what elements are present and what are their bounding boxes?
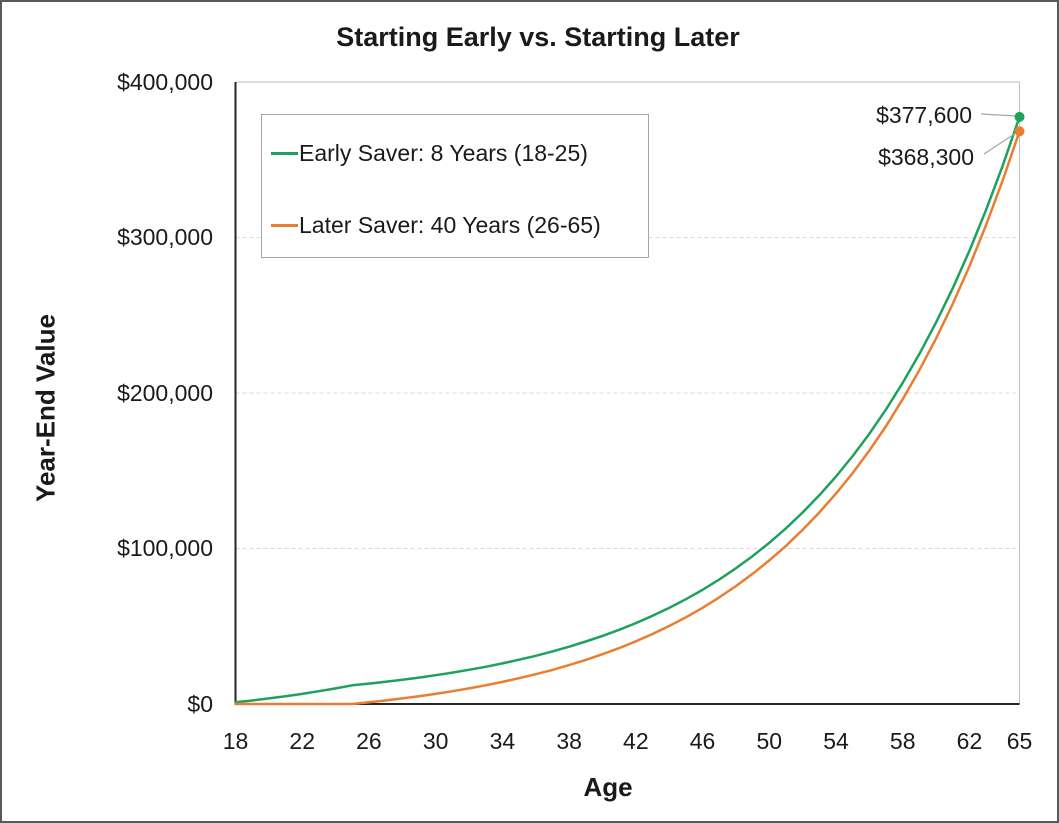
y-tick-label: $200,000 (117, 379, 213, 406)
series-line-1 (234, 130, 1021, 706)
x-tick-label: 50 (756, 728, 783, 754)
chart-title: Starting Early vs. Starting Later (336, 22, 740, 52)
leader-line-early-saver (980, 113, 1015, 117)
legend-label-later-saver: Later Saver: 40 Years (26-65) (299, 212, 601, 238)
y-tick-label: $0 (187, 690, 213, 717)
series-end-marker-0 (1014, 111, 1025, 122)
series-end-marker-1 (1014, 126, 1025, 137)
x-tick-label: 54 (823, 728, 849, 754)
legend-label-early-saver: Early Saver: 8 Years (18-25) (299, 140, 588, 166)
x-tick-label: 65 (1006, 728, 1033, 754)
x-tick-label: 38 (556, 728, 582, 754)
leader-line-later-saver (983, 132, 1016, 155)
legend: Early Saver: 8 Years (18-25) Later Saver… (261, 114, 649, 258)
data-label-later-saver-end-value: $368,300 (878, 144, 974, 170)
x-tick-label: 18 (222, 728, 249, 754)
x-tick-label: 58 (889, 728, 916, 754)
legend-item-later-saver: Later Saver: 40 Years (26-65) (271, 212, 601, 239)
y-axis-title: Year-End Value (30, 314, 61, 502)
early-saver-line-swatch (271, 152, 298, 155)
x-tick-label: 26 (356, 728, 382, 754)
x-tick-label: 42 (623, 728, 649, 754)
x-axis-tick-labels: 18 22 26 30 34 38 42 46 50 54 58 62 65 (2, 728, 1057, 760)
x-tick-label: 22 (289, 728, 316, 754)
y-tick-label: $300,000 (117, 224, 213, 250)
series-line-0 (234, 115, 1021, 704)
x-tick-label: 62 (956, 728, 983, 754)
x-tick-label: 46 (689, 728, 716, 754)
later-saver-line-swatch (271, 224, 298, 227)
y-tick-label: $100,000 (117, 535, 213, 561)
y-tick-label: $400,000 (117, 68, 213, 95)
x-tick-label: 34 (489, 728, 516, 754)
x-axis-title: Age (583, 772, 633, 802)
legend-item-early-saver: Early Saver: 8 Years (18-25) (271, 140, 588, 167)
data-label-early-saver-end-value: $377,600 (876, 102, 972, 128)
x-tick-label: 30 (422, 728, 449, 754)
